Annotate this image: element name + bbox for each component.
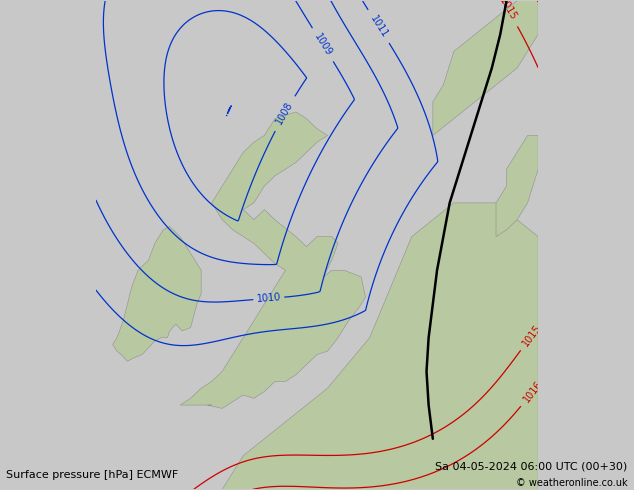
- Text: 1010: 1010: [256, 293, 281, 304]
- Text: 1011: 1011: [368, 13, 389, 39]
- Text: Surface pressure [hPa] ECMWF: Surface pressure [hPa] ECMWF: [6, 470, 179, 480]
- Polygon shape: [223, 203, 538, 490]
- Polygon shape: [113, 226, 201, 361]
- Polygon shape: [433, 0, 538, 135]
- Text: 1009: 1009: [312, 32, 333, 58]
- Text: 1008: 1008: [275, 100, 295, 126]
- Text: 1015: 1015: [497, 0, 518, 23]
- Text: 1015: 1015: [521, 322, 543, 348]
- Polygon shape: [180, 112, 365, 409]
- Text: Sa 04-05-2024 06:00 UTC (00+30): Sa 04-05-2024 06:00 UTC (00+30): [436, 462, 628, 471]
- Polygon shape: [496, 135, 538, 237]
- Text: © weatheronline.co.uk: © weatheronline.co.uk: [516, 478, 628, 488]
- Text: 1016: 1016: [521, 379, 544, 404]
